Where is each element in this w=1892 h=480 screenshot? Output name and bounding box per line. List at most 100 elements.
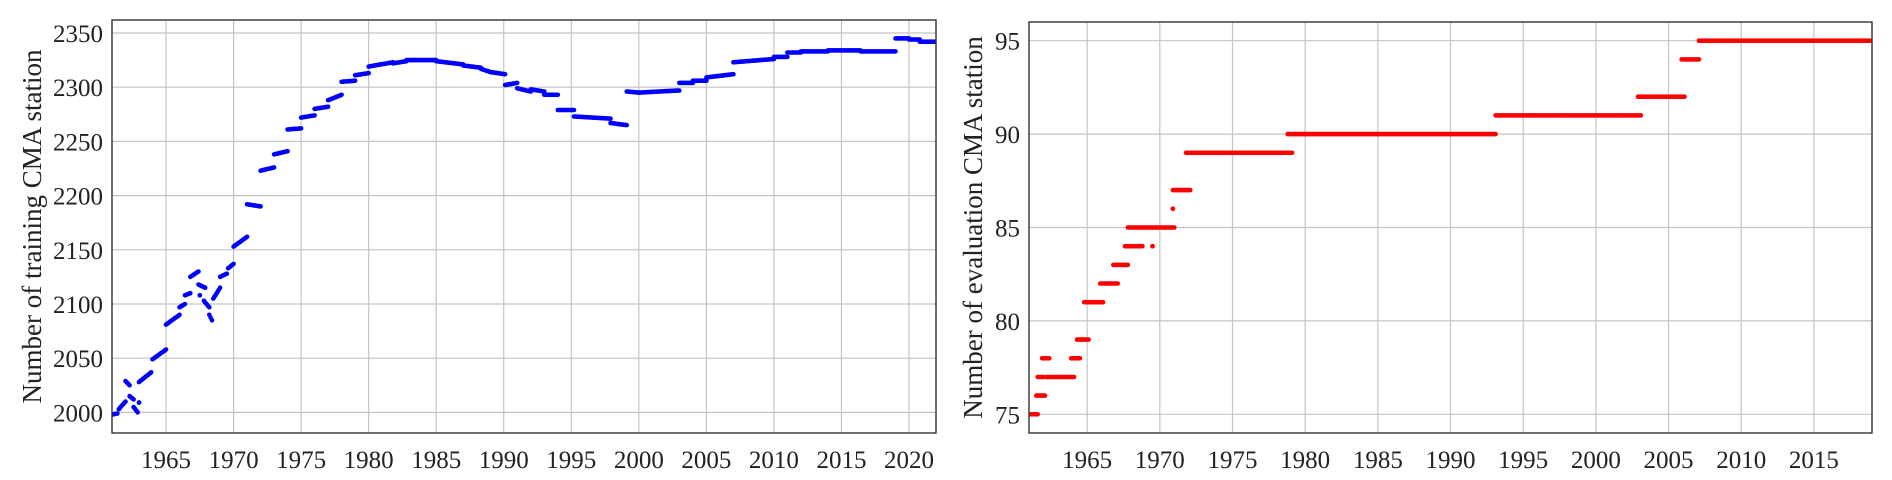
x-tick-label: 1995 [1498,447,1548,474]
data-point [1115,281,1120,286]
data-point [1638,113,1644,118]
data-point [182,301,188,307]
data-point [608,116,613,121]
y-tick-label: 2150 [53,238,103,265]
data-point [135,410,140,415]
data-point [1493,131,1498,137]
x-tick-label: 2015 [816,447,866,474]
y-tick-label: 2300 [53,75,103,102]
data-point [555,92,561,98]
x-tick-label: 2010 [749,447,799,474]
x-tick-label: 1965 [141,447,191,474]
data-point [207,305,212,310]
data-point [217,285,223,291]
data-point [514,80,520,86]
data-point [1188,187,1193,193]
y-tick-label: 90 [995,122,1020,149]
data-point [136,400,142,405]
x-tick-label: 1985 [411,447,461,474]
data-point [571,107,577,113]
data-point [148,370,154,375]
data-point [258,204,263,209]
y-tick-label: 2250 [53,129,103,156]
data-point [131,397,136,402]
y-tick-label: 80 [995,309,1020,336]
data-point [1125,262,1131,268]
data-point [624,122,629,128]
data-series [112,36,936,417]
data-point [127,383,132,388]
data-point [177,312,182,318]
data-point [197,293,203,298]
x-tick-label: 1980 [1280,447,1330,474]
data-point [1035,412,1040,417]
y-tick-label: 2200 [53,184,103,211]
data-point [115,411,120,416]
data-point [1071,374,1077,380]
data-point [298,126,304,131]
y-tick-label: 75 [995,402,1020,429]
data-point [1150,243,1155,249]
data-point [1682,94,1687,99]
data-point [1047,356,1052,361]
data-point [677,88,682,93]
data-point [339,92,344,98]
data-point [285,148,290,154]
data-point [502,71,508,77]
x-tick-label: 1970 [209,447,259,474]
x-tick-label: 1985 [1353,447,1403,474]
x-tick-label: 1975 [1207,447,1257,474]
data-point [1289,150,1295,156]
data-point [196,269,201,274]
x-tick-label: 2005 [681,447,731,474]
data-point [312,113,317,118]
x-tick-label: 1965 [1062,447,1112,474]
training-stations-chart: 1965 1970 1975 1980 1985 1990 1995 2000 2005 2010… [17,19,937,474]
y-axis-label: Number of evaluation CMA station [958,36,988,419]
y-tick-label: 2050 [53,346,103,373]
data-point [325,104,331,109]
evaluation-stations-chart: 1965 1970 1975 1980 1985 1990 1995 2000 2005 2010… [958,21,1873,474]
data-point [1042,393,1048,398]
data-point [231,261,236,267]
plot-frame [1028,21,1873,434]
data-point [244,234,250,240]
data-point [1172,225,1177,230]
data-point [1077,356,1083,361]
data-point [1170,206,1176,212]
data-point [893,49,898,54]
x-tick-label: 2000 [614,447,664,474]
x-tick-label: 2010 [1716,447,1766,474]
x-tick-label: 1975 [276,447,326,474]
data-point [271,165,277,170]
data-point [1140,243,1145,249]
data-point [224,271,230,277]
y-axis-label: Number of training CMA station [17,49,47,403]
x-tick-label: 1970 [1135,447,1185,474]
x-tick-label: 2000 [1571,447,1621,474]
data-point [366,70,372,76]
data-point [202,285,208,291]
data-point [1696,57,1702,62]
x-tick-label: 1990 [479,447,529,474]
y-tick-label: 2100 [53,292,103,319]
data-point [785,54,790,60]
data-point [352,78,358,83]
y-tick-label: 95 [995,29,1020,56]
y-tick-label: 2350 [53,21,103,48]
data-point [163,347,169,352]
plot-frame [111,19,937,434]
data-point [1100,299,1106,305]
data-point [731,71,736,77]
data-point [209,318,215,323]
y-tick-label: 85 [995,216,1020,243]
data-point [188,290,193,296]
y-tick-label: 2000 [53,400,103,427]
x-tick-label: 1995 [546,447,596,474]
x-tick-label: 2020 [884,447,934,474]
data-point [123,399,128,404]
x-tick-label: 1980 [344,447,394,474]
x-tick-label: 2015 [1789,447,1839,474]
data-point [1086,337,1091,342]
